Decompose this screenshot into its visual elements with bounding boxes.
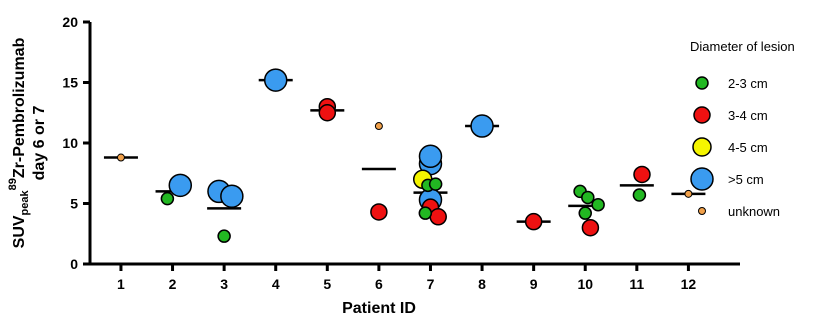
- data-point: [524, 212, 543, 231]
- x-tick-label: 3: [220, 276, 228, 292]
- data-point: [429, 208, 447, 226]
- x-tick-label: 6: [375, 276, 383, 292]
- x-tick-label: 12: [681, 276, 697, 292]
- y-tick-label: 15: [62, 75, 78, 91]
- data-point: [578, 206, 592, 220]
- data-point: [418, 206, 433, 220]
- data-point: [263, 68, 288, 92]
- legend-marker: [693, 106, 711, 124]
- x-tick-label: 9: [530, 276, 538, 292]
- x-tick-label: 4: [272, 276, 280, 292]
- series-2-3-cm: [160, 177, 647, 243]
- x-tick-label: 2: [169, 276, 177, 292]
- series-unknown: [116, 122, 693, 198]
- y-tick-label: 0: [70, 256, 78, 272]
- data-point: [370, 203, 388, 221]
- legend-marker: [692, 137, 712, 157]
- legend-marker: [695, 76, 709, 90]
- legend-item: unknown: [698, 204, 780, 219]
- x-tick-label: 5: [323, 276, 331, 292]
- x-tick-label: 8: [478, 276, 486, 292]
- x-tick-label: 7: [427, 276, 435, 292]
- y-tick-label: 10: [62, 135, 78, 151]
- data-point: [684, 189, 693, 198]
- series-5-cm: [168, 68, 494, 212]
- data-point: [591, 197, 605, 212]
- legend-label: >5 cm: [728, 172, 764, 187]
- legend-label: 3-4 cm: [728, 108, 768, 123]
- legend-item: 4-5 cm: [692, 137, 768, 157]
- y-tick-label: 5: [70, 196, 78, 212]
- series-3-4-cm: [318, 97, 651, 237]
- data-point: [374, 122, 383, 131]
- legend-marker: [698, 207, 706, 215]
- data-point: [220, 184, 244, 208]
- data-point: [318, 104, 337, 122]
- x-tick-label: 10: [577, 276, 593, 292]
- legend-label: unknown: [728, 204, 780, 219]
- data-point: [116, 153, 125, 162]
- legend-item: 3-4 cm: [693, 106, 768, 124]
- y-tick-label: 20: [62, 14, 78, 30]
- data-point: [633, 165, 651, 184]
- legend: Diameter of lesion 2-3 cm 3-4 cm 4-5 cm >5 …: [690, 39, 795, 219]
- legend-label: 4-5 cm: [728, 140, 768, 155]
- data-point: [168, 173, 193, 198]
- y-axis-title-line2: day 6 or 7: [31, 106, 48, 181]
- legend-item: 2-3 cm: [695, 76, 768, 91]
- legend-title: Diameter of lesion: [690, 39, 795, 54]
- data-point: [217, 229, 231, 243]
- y-axis-title: SUVpeak89Zr-Pembrolizumab: [7, 37, 31, 248]
- x-tick-label: 11: [629, 276, 644, 292]
- data-point: [581, 190, 595, 205]
- x-axis-title: Patient ID: [342, 300, 416, 317]
- legend-item: >5 cm: [690, 167, 764, 191]
- legend-marker: [690, 167, 714, 191]
- median-lines: [103, 78, 706, 223]
- data-point: [160, 191, 175, 206]
- data-point: [581, 218, 600, 237]
- legend-label: 2-3 cm: [728, 76, 768, 91]
- data-point: [632, 188, 647, 202]
- data-point: [418, 144, 443, 169]
- data-point: [470, 114, 494, 138]
- data-point: [428, 177, 443, 191]
- x-tick-label: 1: [117, 276, 125, 292]
